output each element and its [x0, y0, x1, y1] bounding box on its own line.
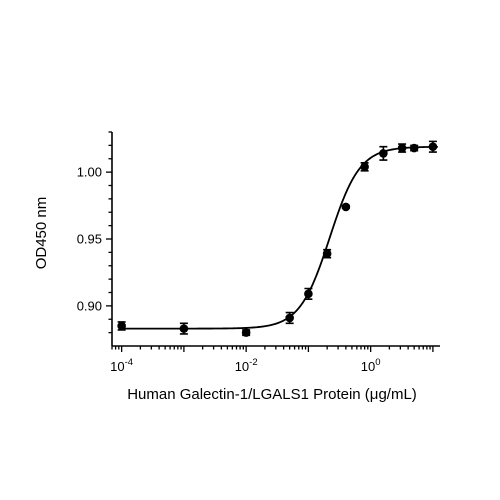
data-point	[379, 149, 388, 158]
data-point	[241, 328, 251, 337]
x-axis-title: Human Galectin-1/LGALS1 Protein (μg/mL)	[127, 386, 417, 403]
axes	[111, 132, 440, 347]
data-point	[360, 162, 369, 172]
x-tick-label: 10-4	[110, 357, 133, 374]
y-axis-title: OD450 nm	[33, 197, 50, 270]
x-tick-label: 10-2	[235, 357, 258, 374]
y-ticks: 0.90 0.95 1.00	[77, 131, 112, 334]
data-point	[397, 143, 407, 153]
data-point	[341, 202, 351, 212]
fit-curve	[121, 145, 438, 330]
y-tick-label: 1.00	[77, 165, 102, 180]
data-point	[179, 324, 189, 333]
y-tick-label: 0.90	[77, 298, 102, 313]
data-point	[285, 313, 294, 323]
x-tick-label: 100	[361, 357, 381, 374]
y-tick-label: 0.95	[77, 232, 102, 247]
x-ticks: 10-4 10-2 100	[110, 346, 434, 374]
data-point	[428, 142, 438, 152]
error-bars	[117, 140, 437, 337]
data-point	[304, 289, 313, 299]
data-point	[409, 143, 419, 153]
data-points	[117, 142, 438, 337]
data-point	[117, 321, 126, 331]
data-point	[322, 249, 332, 259]
